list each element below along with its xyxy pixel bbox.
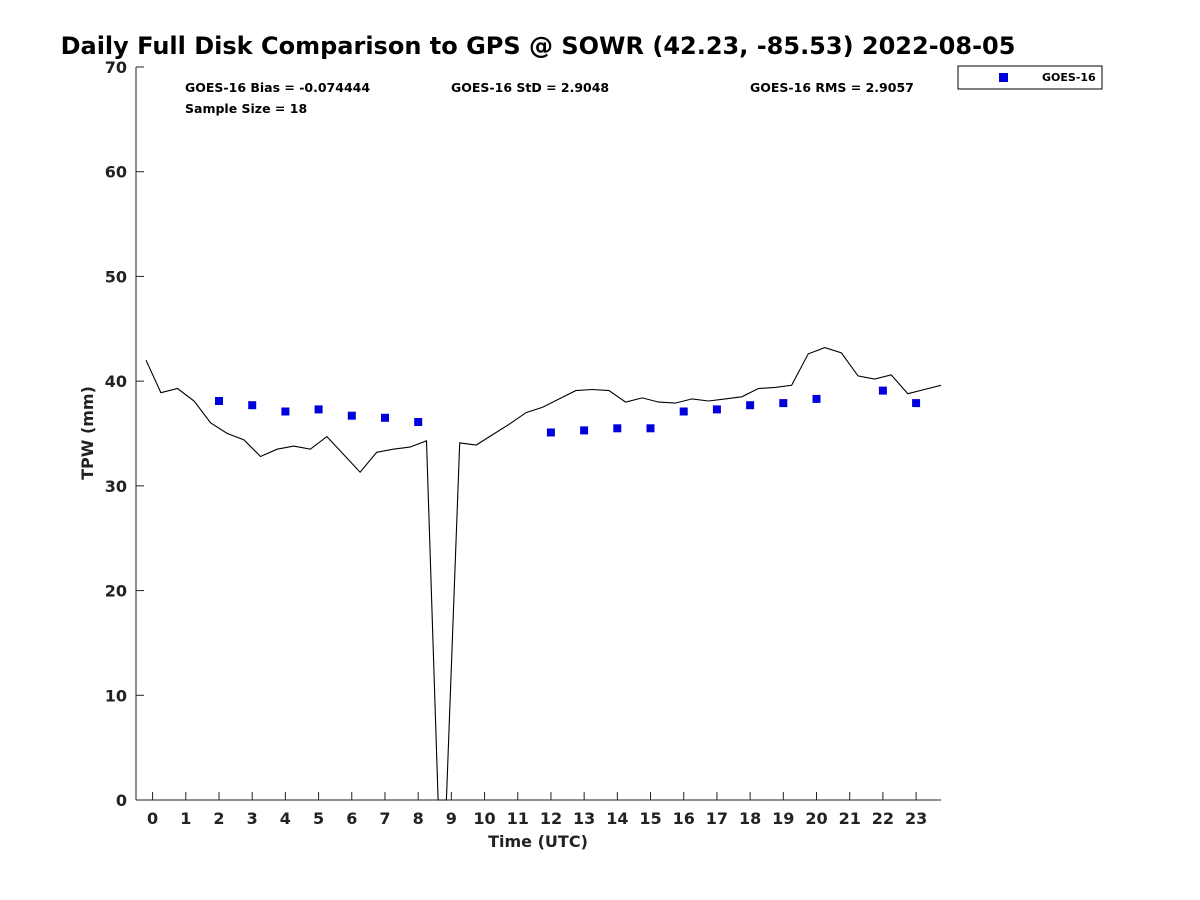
x-tick-label: 2: [213, 809, 224, 828]
goes16-data-point: [712, 405, 721, 414]
x-tick-label: 3: [247, 809, 258, 828]
chart-title: Daily Full Disk Comparison to GPS @ SOWR…: [61, 32, 1016, 60]
x-tick-label: 1: [180, 809, 191, 828]
goes16-data-point: [314, 405, 323, 414]
goes16-scatter-series: [215, 386, 921, 437]
x-tick-label: 22: [872, 809, 894, 828]
y-axis-label: TPW (mm): [78, 386, 97, 480]
goes16-data-point: [878, 386, 887, 395]
x-tick-label: 0: [147, 809, 158, 828]
y-tick-label: 10: [105, 686, 127, 705]
gps-line: [145, 347, 942, 801]
x-tick-label: 13: [573, 809, 595, 828]
goes16-data-point: [812, 394, 821, 403]
x-tick-label: 16: [673, 809, 695, 828]
y-tick-label: 0: [116, 791, 127, 810]
goes16-data-point: [679, 407, 688, 416]
goes16-data-point: [281, 407, 290, 416]
goes16-data-point: [912, 399, 921, 408]
y-tick-label: 40: [105, 372, 127, 391]
legend-label-goes16: GOES-16: [1042, 71, 1096, 84]
x-tick-label: 18: [739, 809, 761, 828]
stats-std: GOES-16 StD = 2.9048: [451, 80, 609, 95]
goes16-data-point: [215, 397, 223, 405]
x-axis-label: Time (UTC): [488, 832, 588, 851]
goes16-data-point: [381, 413, 389, 422]
y-tick-label: 60: [105, 163, 127, 182]
gps-line-series: [145, 347, 942, 801]
stats-bias: GOES-16 Bias = -0.074444: [185, 80, 370, 95]
x-tick-label: 6: [346, 809, 357, 828]
x-tick-label: 17: [706, 809, 728, 828]
x-tick-label: 19: [772, 809, 794, 828]
x-tick-label: 9: [446, 809, 457, 828]
legend-box: [957, 65, 1103, 90]
x-tick-label: 14: [606, 809, 628, 828]
goes16-data-point: [779, 399, 788, 408]
goes16-data-point: [248, 401, 257, 410]
y-tick-label: 70: [105, 58, 127, 77]
goes16-data-point: [414, 418, 423, 426]
x-tick-label: 20: [805, 809, 827, 828]
x-tick-label: 7: [379, 809, 390, 828]
goes16-data-point: [347, 411, 356, 420]
x-tick-label: 11: [507, 809, 529, 828]
goes16-data-point: [546, 428, 555, 437]
x-tick-label: 4: [280, 809, 291, 828]
y-tick-label: 20: [105, 582, 127, 601]
x-tick-label: 12: [540, 809, 562, 828]
x-tick-label: 5: [313, 809, 324, 828]
goes16-data-point: [646, 424, 655, 433]
x-tick-label: 21: [839, 809, 861, 828]
goes16-data-point: [746, 401, 755, 410]
goes16-data-point: [580, 426, 589, 435]
x-tick-label: 8: [413, 809, 424, 828]
legend-marker-goes16: [999, 73, 1008, 82]
x-tick-label: 10: [473, 809, 495, 828]
x-tick-label: 15: [639, 809, 661, 828]
y-tick-label: 50: [105, 267, 127, 286]
stats-sample-size: Sample Size = 18: [185, 101, 307, 116]
x-tick-label: 23: [905, 809, 927, 828]
stats-rms: GOES-16 RMS = 2.9057: [750, 80, 914, 95]
goes16-data-point: [613, 424, 622, 433]
y-tick-label: 30: [105, 477, 127, 496]
legend: GOES-16: [957, 65, 1103, 90]
